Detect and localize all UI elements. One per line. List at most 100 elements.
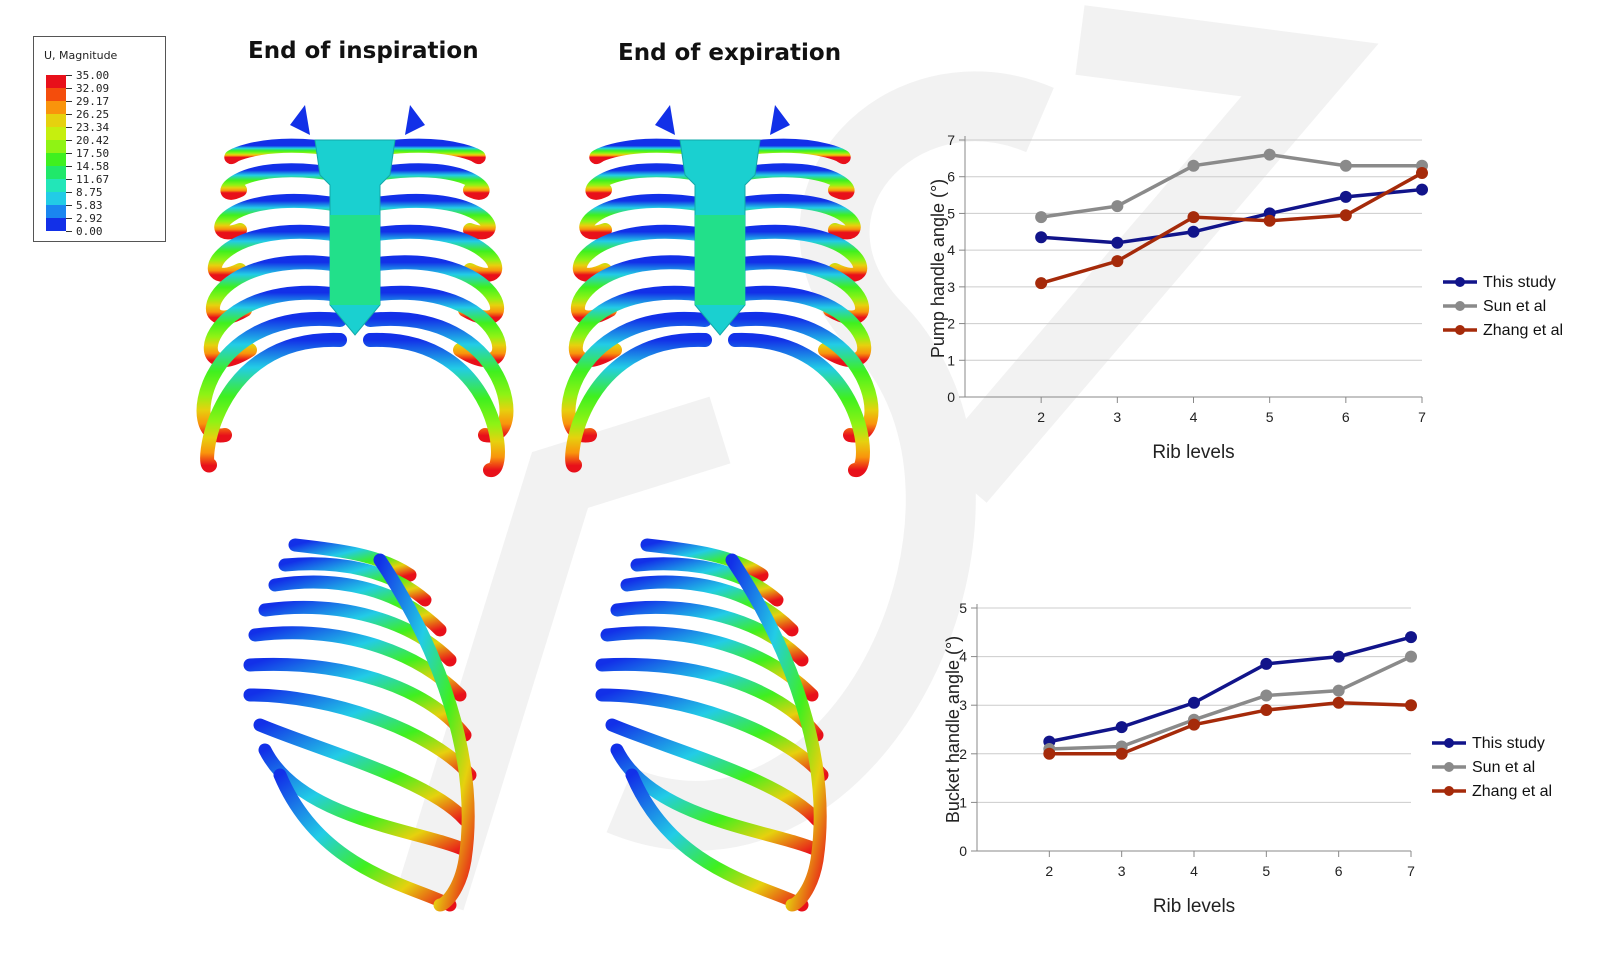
legend-swatch-marker: [1455, 277, 1465, 287]
x-axis-label: Rib levels: [1153, 896, 1235, 917]
colorbar-swatch: [46, 179, 66, 192]
legend-label: Sun et al: [1472, 759, 1535, 776]
pump-handle-chart: 0 1 2 3 4 5 6 7 2 3 4 5 6 7 Rib levels Pump handle angl…: [930, 132, 1563, 463]
legend-label: Zhang et al: [1483, 322, 1563, 339]
data-point: [1035, 211, 1048, 224]
colorbar-tick: [66, 75, 72, 76]
colorbar-tick: [66, 218, 72, 219]
series-line: [1049, 701, 1412, 756]
x-tick-label: 2: [1037, 409, 1045, 425]
x-tick-label: 6: [1335, 863, 1343, 879]
ribcage-front-expiration: [561, 105, 879, 477]
legend-label: Sun et al: [1483, 298, 1546, 315]
data-point: [1188, 718, 1200, 731]
colorbar-tick: [66, 101, 72, 102]
ribcage-side-expiration: [595, 538, 829, 912]
colorbar-swatch: [46, 127, 66, 140]
series-line: [1041, 187, 1423, 245]
data-point: [1115, 747, 1128, 760]
colorbar-tick: [66, 179, 72, 180]
colorbar-level-label: 35.00: [76, 69, 110, 82]
y-tick-label: 2: [959, 746, 967, 762]
legend-swatch-marker: [1444, 786, 1454, 796]
legend-label: Zhang et al: [1472, 783, 1552, 800]
y-tick-label: 3: [947, 279, 955, 295]
y-tick-label: 7: [947, 132, 955, 148]
colorbar-swatch: [46, 114, 66, 127]
data-point: [1263, 214, 1276, 227]
colorbar-tick: [66, 88, 72, 89]
colorbar-tick: [66, 127, 72, 128]
data-point: [1111, 236, 1124, 249]
colorbar-tick: [66, 231, 72, 232]
expiration-title: End of expiration: [618, 40, 842, 66]
y-tick-label: 4: [947, 242, 955, 258]
y-tick-label: 5: [959, 600, 967, 616]
ribcage-side-inspiration: [243, 538, 477, 912]
x-tick-label: 2: [1045, 863, 1053, 879]
data-point: [1188, 696, 1200, 709]
data-point: [1405, 699, 1417, 712]
colorbar-swatch: [46, 192, 66, 205]
colorbar-swatch: [46, 205, 66, 218]
legend-label: This study: [1472, 735, 1545, 752]
x-tick-label: 5: [1262, 863, 1270, 879]
colorbar-level-label: 8.75: [76, 186, 103, 199]
legend-swatch-marker: [1455, 301, 1465, 311]
data-point: [1035, 277, 1048, 290]
data-point: [1339, 190, 1352, 203]
data-point: [1339, 209, 1352, 222]
y-tick-label: 5: [947, 205, 955, 221]
legend-swatch-marker: [1444, 762, 1454, 772]
y-axis-label: Pump handle angle (°): [930, 179, 948, 358]
legend-swatch-marker: [1455, 325, 1465, 335]
y-axis-label: Bucket handle angle (°): [945, 636, 963, 823]
colorbar-tick: [66, 205, 72, 206]
series-line: [1040, 171, 1423, 285]
series-line: [1040, 152, 1422, 219]
data-point: [1416, 167, 1428, 180]
y-tick-label: 3: [959, 697, 967, 713]
data-point: [1115, 721, 1128, 734]
y-tick-label: 6: [947, 169, 955, 185]
inspiration-title: End of inspiration: [248, 38, 479, 64]
data-point: [1405, 650, 1417, 663]
data-point: [1416, 183, 1428, 196]
data-point: [1332, 696, 1345, 709]
data-point: [1035, 231, 1048, 244]
y-tick-label: 0: [959, 843, 967, 859]
colorbar-swatch: [46, 140, 66, 153]
colorbar-tick: [66, 114, 72, 115]
ribcage-front-inspiration: [196, 105, 514, 477]
data-point: [1332, 650, 1345, 663]
colorbar-tick: [66, 192, 72, 193]
x-tick-label: 3: [1118, 863, 1126, 879]
colorbar-swatch: [46, 75, 66, 88]
colorbar-level-label: 0.00: [76, 225, 103, 238]
displacement-colorbar: U, Magnitude 35.00 32.09 29.17 26.25 23.34 20…: [33, 36, 166, 242]
colorbar-level-label: 32.09: [76, 82, 110, 95]
colorbar-level-label: 26.25: [76, 108, 110, 121]
data-point: [1111, 255, 1124, 268]
colorbar-swatch: [46, 88, 66, 101]
colorbar-swatch: [46, 101, 66, 114]
legend-label: This study: [1483, 274, 1556, 291]
series-line: [1049, 655, 1412, 751]
x-tick-label: 7: [1418, 409, 1426, 425]
data-point: [1111, 200, 1124, 213]
colorbar-level-label: 5.83: [76, 199, 103, 212]
x-tick-label: 3: [1113, 409, 1121, 425]
colorbar-tick: [66, 166, 72, 167]
bucket-handle-chart: 0 1 2 3 4 5 2 3 4 5 6 7 Rib levels Bucket handle angl…: [945, 600, 1552, 917]
colorbar-tick: [66, 140, 72, 141]
y-tick-label: 1: [959, 794, 967, 810]
x-tick-label: 4: [1190, 409, 1198, 425]
colorbar-swatch: [46, 166, 66, 179]
x-tick-label: 6: [1342, 409, 1350, 425]
y-tick-label: 0: [947, 389, 955, 405]
legend-swatch-marker: [1444, 738, 1454, 748]
data-point: [1339, 159, 1352, 172]
data-point: [1043, 747, 1056, 760]
colorbar-level-label: 29.17: [76, 95, 110, 108]
colorbar-level-label: 14.58: [76, 160, 110, 173]
